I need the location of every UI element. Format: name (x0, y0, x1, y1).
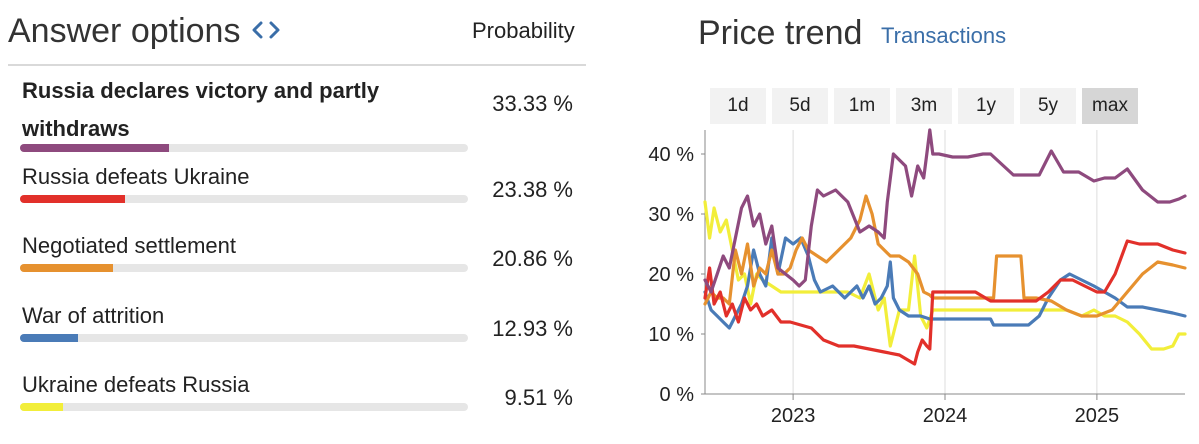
range-button-1y[interactable]: 1y (958, 88, 1014, 124)
range-button-max[interactable]: max (1082, 88, 1138, 124)
answer-option-probability: 23.38 % (492, 177, 573, 202)
probability-bar-fill (20, 195, 125, 203)
price-trend-title: Price trend (698, 14, 863, 52)
y-tick-label: 40 % (648, 144, 694, 166)
answer-option-label: Negotiated settlement (22, 233, 237, 258)
probability-bar-track (20, 195, 468, 203)
answer-options-panel: Answer options Probability Russia declar… (8, 12, 586, 411)
y-tick-label: 0 % (660, 384, 695, 406)
range-button-1m[interactable]: 1m (834, 88, 890, 124)
y-tick-label: 20 % (648, 264, 694, 286)
answer-option-label: War of attrition (22, 303, 165, 328)
probability-bar-fill (20, 334, 78, 342)
answer-option-probability: 9.51 % (504, 385, 574, 410)
answer-option-probability: 33.33 % (492, 91, 573, 116)
probability-bar-track (20, 264, 468, 272)
y-tick-label: 30 % (648, 204, 694, 226)
range-button-1d[interactable]: 1d (710, 88, 766, 124)
series-line (703, 194, 1187, 318)
probability-bar-track (20, 403, 468, 411)
answer-option-probability: 12.93 % (492, 316, 573, 341)
range-button-5d[interactable]: 5d (772, 88, 828, 124)
answer-option-label: Russia defeats Ukraine (22, 164, 250, 189)
price-trend-chart: 2023 2024 2025 0 % 10 % 20 % 30 % 40 % (648, 128, 1187, 427)
series-line (703, 239, 1187, 366)
answer-option-probability: 20.86 % (492, 246, 573, 271)
probability-bar-fill (20, 144, 170, 152)
price-trend-panel: Price trend Transactions 1d 5d 1m 3m 1y … (600, 0, 1199, 444)
range-button-5y[interactable]: 5y (1020, 88, 1076, 124)
probability-header: Probability (472, 18, 575, 43)
x-tick-label: 2024 (923, 405, 968, 427)
probability-bar-fill (20, 264, 114, 272)
answer-option-label: Ukraine defeats Russia (22, 372, 250, 397)
probability-bar-fill (20, 403, 63, 411)
transactions-tab[interactable]: Transactions (881, 23, 1007, 48)
x-tick-label: 2023 (771, 405, 816, 427)
code-toggle-icon[interactable] (250, 16, 282, 44)
x-tick-label: 2025 (1075, 405, 1120, 427)
y-tick-label: 10 % (648, 324, 694, 346)
probability-bar-track (20, 144, 468, 152)
header-divider (8, 64, 586, 66)
range-button-3m[interactable]: 3m (896, 88, 952, 124)
probability-bar-track (20, 334, 468, 342)
answer-options-title: Answer options (8, 12, 241, 50)
answer-option-label: Russia declares victory and partly withd… (22, 78, 380, 141)
series-line (703, 128, 1187, 294)
